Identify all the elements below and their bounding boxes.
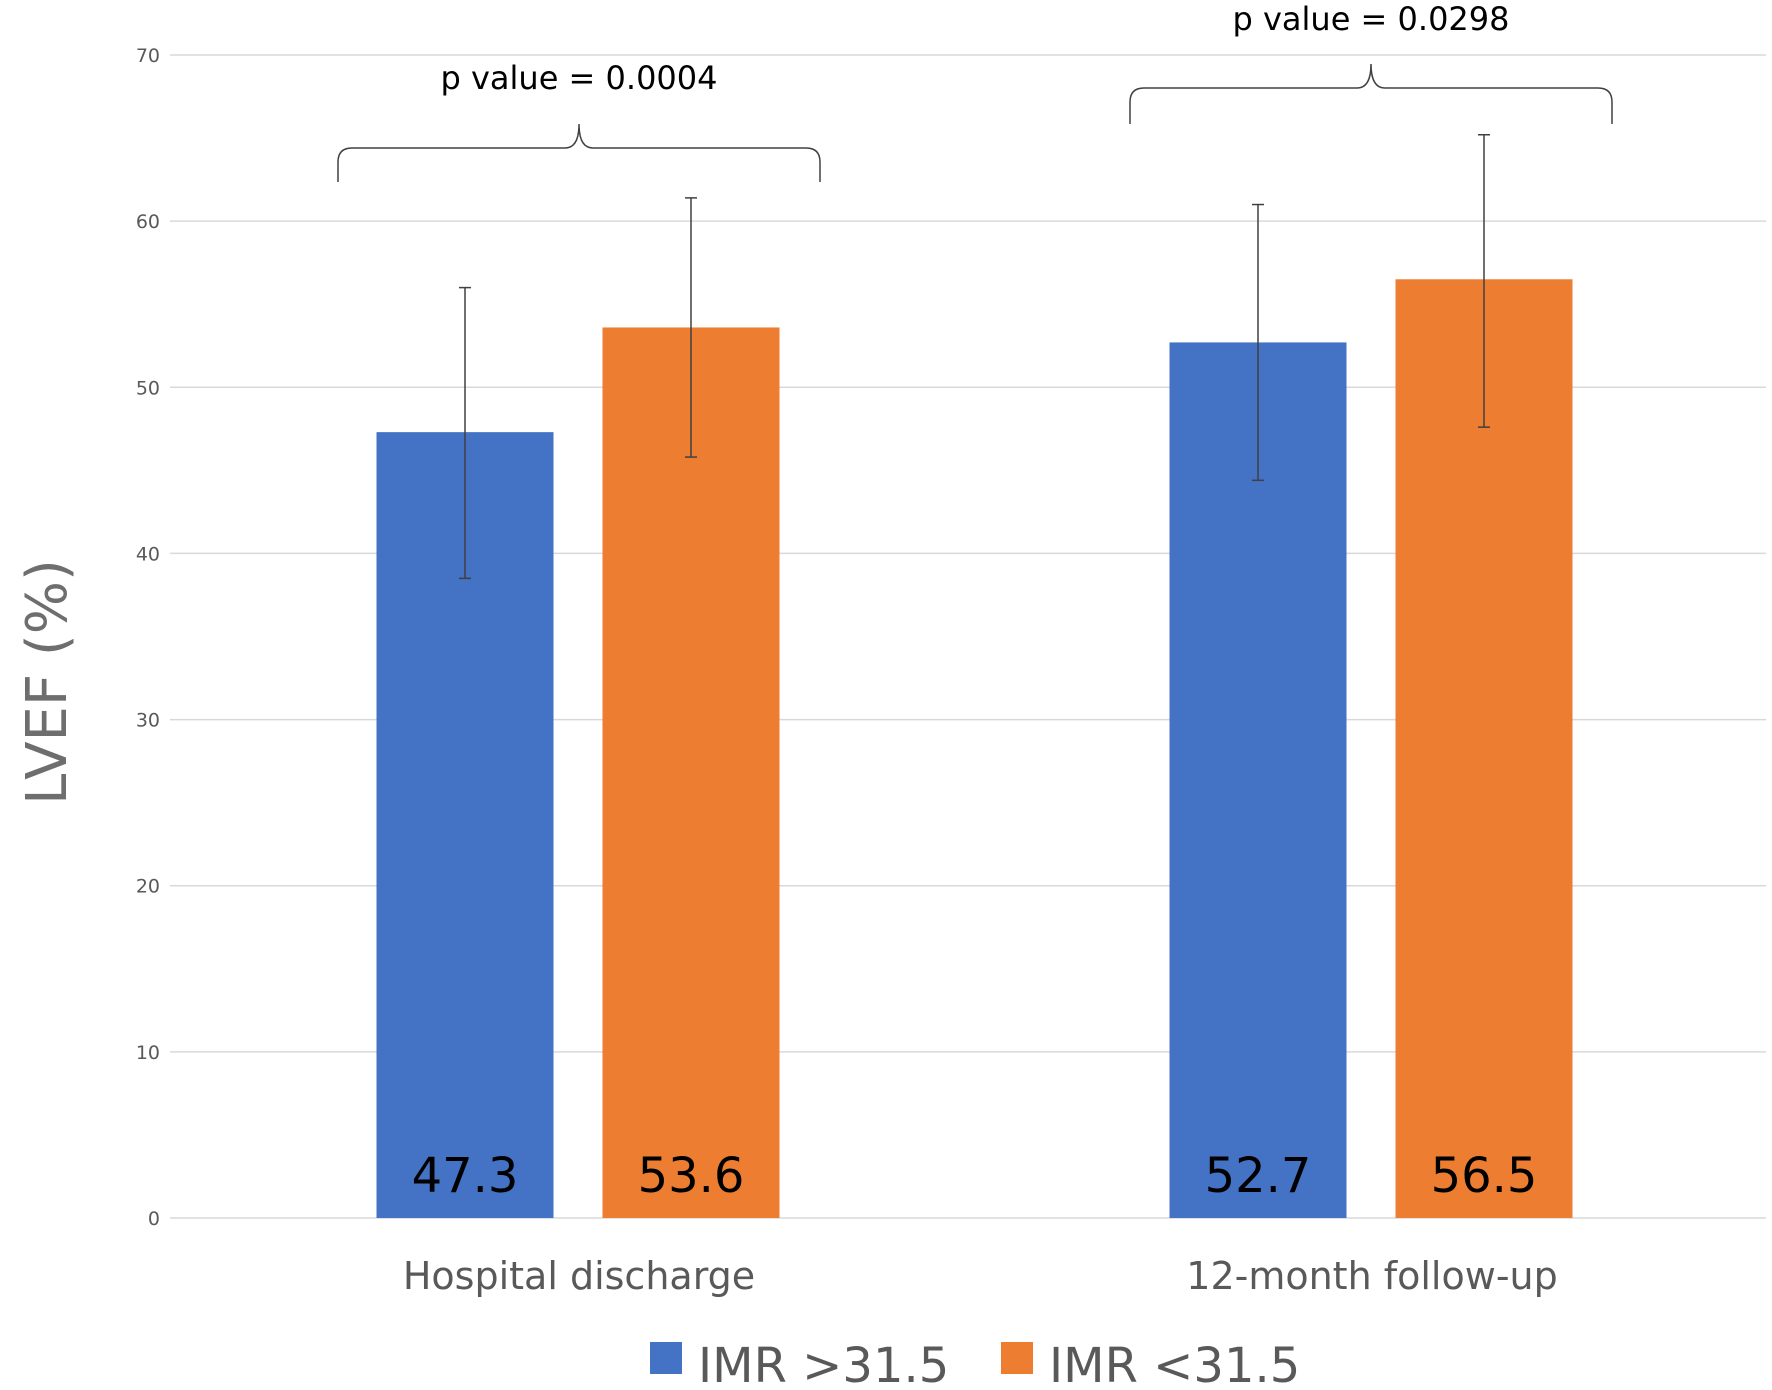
error-bar-series1-cat0 xyxy=(685,197,697,458)
y-axis-ticks: 0 10 20 30 40 50 60 70 xyxy=(136,45,160,1230)
y-axis-label: LVEF (%) xyxy=(15,559,80,805)
y-tick-label-20: 20 xyxy=(136,876,160,898)
bar-series0-cat1 xyxy=(1169,342,1347,1219)
x-category-label-0: Hospital discharge xyxy=(403,1254,755,1298)
data-labels: 47.3 52.7 53.6 56.5 xyxy=(412,1148,1538,1204)
data-label-series1-cat1: 56.5 xyxy=(1431,1148,1538,1204)
p-value-annotations: p value = 0.0004 p value = 0.0298 xyxy=(337,0,1613,182)
y-tick-label-0: 0 xyxy=(148,1208,160,1230)
error-bar-series1-cat1 xyxy=(1478,133,1490,428)
data-label-series0-cat0: 47.3 xyxy=(412,1148,519,1204)
error-bars xyxy=(459,133,1490,580)
y-tick-label-50: 50 xyxy=(136,377,160,399)
error-bar-series0-cat0 xyxy=(459,286,471,580)
legend-swatch-imr-high xyxy=(650,1342,682,1374)
p-value-label-0: p value = 0.0004 xyxy=(440,59,717,97)
legend-swatch-imr-low xyxy=(1001,1342,1033,1374)
y-tick-label-60: 60 xyxy=(136,211,160,233)
legend-label-imr-low: IMR <31.5 xyxy=(1049,1338,1300,1390)
x-category-label-1: 12-month follow-up xyxy=(1186,1254,1557,1298)
legend: IMR >31.5 IMR <31.5 xyxy=(650,1338,1300,1390)
bars xyxy=(376,279,1573,1219)
y-tick-label-70: 70 xyxy=(136,45,160,67)
bar-series1-cat0 xyxy=(602,327,780,1219)
data-label-series0-cat1: 52.7 xyxy=(1205,1148,1312,1204)
y-tick-label-10: 10 xyxy=(136,1042,160,1064)
data-label-series1-cat0: 53.6 xyxy=(638,1148,745,1204)
y-tick-label-40: 40 xyxy=(136,543,160,565)
p-value-bracket-0 xyxy=(337,123,821,182)
p-value-bracket-1 xyxy=(1129,63,1613,124)
x-axis-categories: Hospital discharge 12-month follow-up xyxy=(403,1254,1558,1298)
legend-label-imr-high: IMR >31.5 xyxy=(698,1338,949,1390)
y-tick-label-30: 30 xyxy=(136,710,160,732)
bar-series1-cat1 xyxy=(1395,279,1573,1218)
error-bar-series0-cat1 xyxy=(1252,203,1264,482)
p-value-label-1: p value = 0.0298 xyxy=(1232,0,1509,38)
